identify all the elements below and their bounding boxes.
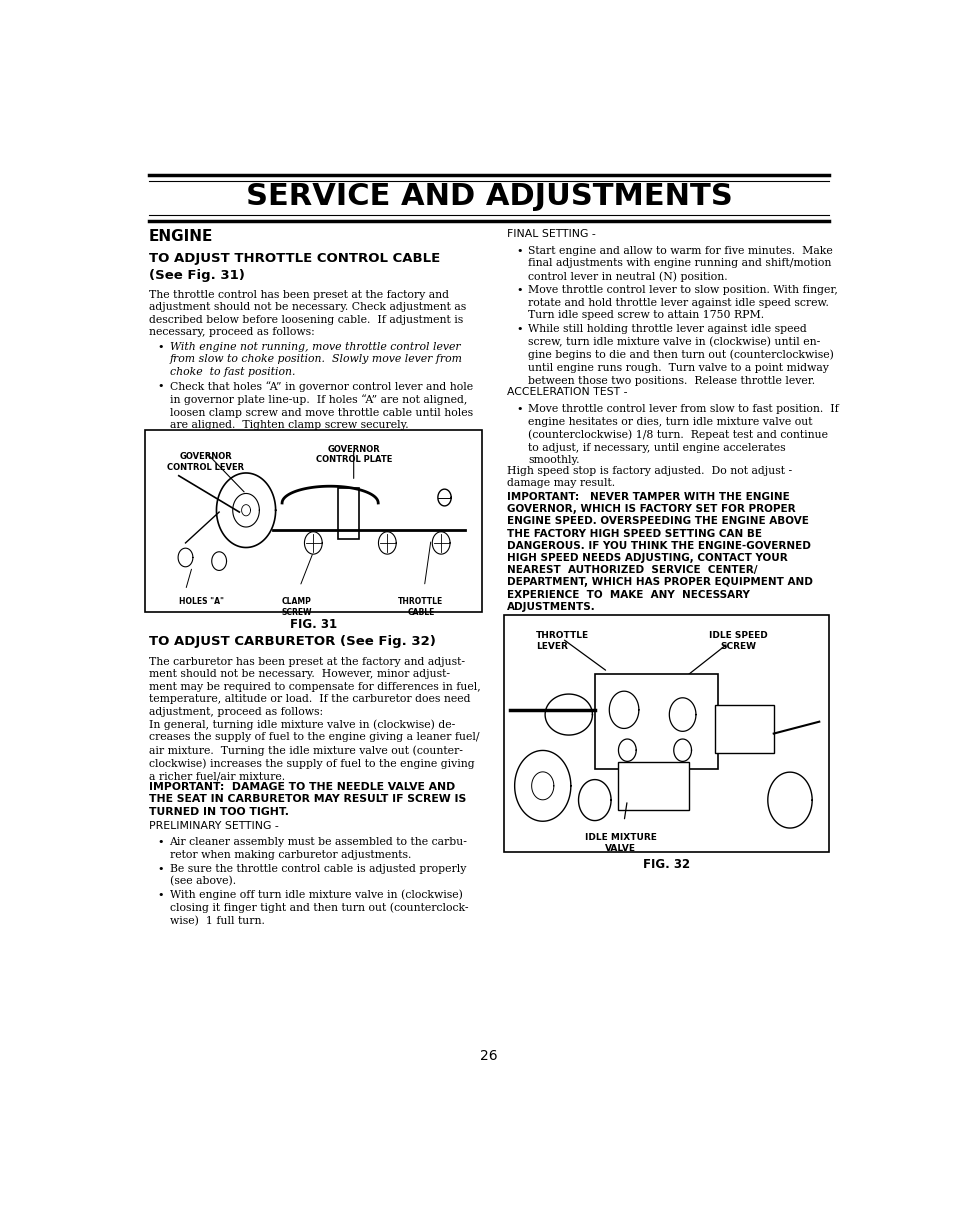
Text: The throttle control has been preset at the factory and
adjustment should not be: The throttle control has been preset at … — [149, 289, 466, 338]
Text: FINAL SETTING -: FINAL SETTING - — [507, 229, 596, 240]
Text: With engine off turn idle mixture valve in (clockwise)
closing it finger tight a: With engine off turn idle mixture valve … — [170, 889, 468, 927]
Text: GOVERNOR
CONTROL LEVER: GOVERNOR CONTROL LEVER — [167, 453, 244, 472]
Bar — [594, 674, 718, 770]
Bar — [145, 431, 481, 612]
Text: TO ADJUST CARBURETOR (See Fig. 32): TO ADJUST CARBURETOR (See Fig. 32) — [149, 635, 436, 649]
Text: In general, turning idle mixture valve in (clockwise) de-
creases the supply of : In general, turning idle mixture valve i… — [149, 719, 478, 782]
Bar — [715, 705, 773, 753]
Bar — [337, 488, 358, 540]
Text: The carburetor has been preset at the factory and adjust-
ment should not be nec: The carburetor has been preset at the fa… — [149, 657, 480, 718]
Text: GOVERNOR
CONTROL PLATE: GOVERNOR CONTROL PLATE — [315, 445, 392, 465]
Text: PRELIMINARY SETTING -: PRELIMINARY SETTING - — [149, 820, 278, 831]
Text: THROTTLE
LEVER: THROTTLE LEVER — [536, 632, 589, 651]
Text: (See Fig. 31): (See Fig. 31) — [149, 269, 244, 282]
Text: IDLE SPEED
SCREW: IDLE SPEED SCREW — [708, 632, 766, 651]
Text: Check that holes “A” in governor control lever and hole
in governor plate line-u: Check that holes “A” in governor control… — [170, 381, 472, 431]
Text: CLAMP
SCREW: CLAMP SCREW — [281, 598, 312, 617]
Text: ACCELERATION TEST -: ACCELERATION TEST - — [507, 387, 627, 397]
Text: Move throttle control lever from slow to fast position.  If
engine hesitates or : Move throttle control lever from slow to… — [528, 404, 838, 465]
Text: •: • — [157, 864, 164, 874]
Text: IMPORTANT:  DAMAGE TO THE NEEDLE VALVE AND
THE SEAT IN CARBURETOR MAY RESULT IF : IMPORTANT: DAMAGE TO THE NEEDLE VALVE AN… — [149, 782, 466, 817]
Text: FIG. 32: FIG. 32 — [642, 858, 689, 871]
Text: •: • — [157, 837, 164, 847]
Text: ENGINE: ENGINE — [149, 229, 213, 244]
Text: 26: 26 — [479, 1049, 497, 1062]
Text: THROTTLE
CABLE: THROTTLE CABLE — [398, 598, 443, 617]
Text: •: • — [157, 381, 164, 391]
Text: IMPORTANT:   NEVER TAMPER WITH THE ENGINE
GOVERNOR, WHICH IS FACTORY SET FOR PRO: IMPORTANT: NEVER TAMPER WITH THE ENGINE … — [507, 491, 812, 612]
Text: •: • — [516, 324, 522, 334]
Text: •: • — [516, 246, 522, 255]
Text: Start engine and allow to warm for five minutes.  Make
final adjustments with en: Start engine and allow to warm for five … — [528, 246, 832, 282]
Text: With engine not running, move throttle control lever
from slow to choke position: With engine not running, move throttle c… — [170, 341, 462, 376]
Text: High speed stop is factory adjusted.  Do not adjust -
damage may result.: High speed stop is factory adjusted. Do … — [507, 466, 792, 489]
Text: TO ADJUST THROTTLE CONTROL CABLE: TO ADJUST THROTTLE CONTROL CABLE — [149, 253, 439, 265]
Text: While still holding throttle lever against idle speed
screw, turn idle mixture v: While still holding throttle lever again… — [528, 324, 833, 386]
Bar — [617, 762, 688, 809]
Text: IDLE MIXTURE
VALVE: IDLE MIXTURE VALVE — [584, 834, 656, 853]
Text: Move throttle control lever to slow position. With finger,
rotate and hold throt: Move throttle control lever to slow posi… — [528, 286, 837, 321]
Bar — [503, 615, 828, 852]
Text: •: • — [516, 286, 522, 295]
Text: •: • — [516, 404, 522, 414]
Text: SERVICE AND ADJUSTMENTS: SERVICE AND ADJUSTMENTS — [245, 182, 732, 211]
Text: Air cleaner assembly must be assembled to the carbu-
retor when making carbureto: Air cleaner assembly must be assembled t… — [170, 837, 467, 860]
Text: HOLES "A": HOLES "A" — [178, 598, 224, 606]
Text: Be sure the throttle control cable is adjusted properly
(see above).: Be sure the throttle control cable is ad… — [170, 864, 465, 887]
Text: •: • — [157, 341, 164, 352]
Text: •: • — [157, 889, 164, 899]
Text: FIG. 31: FIG. 31 — [290, 617, 336, 630]
